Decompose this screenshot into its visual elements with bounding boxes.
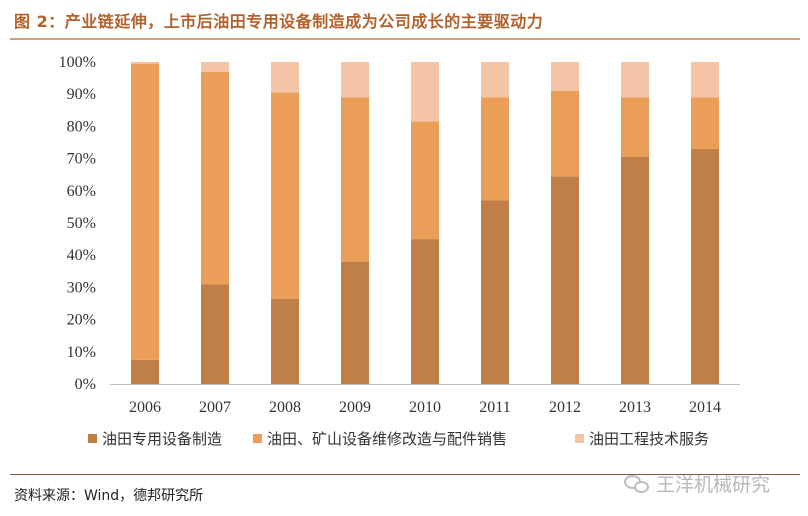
chart-title: 图 2：产业链延伸，上市后油田专用设备制造成为公司成长的主要驱动力 xyxy=(14,12,544,31)
bar-segment xyxy=(621,97,649,157)
y-tick-label: 100% xyxy=(59,54,96,71)
x-tick-label: 2011 xyxy=(479,399,510,416)
bar-segment xyxy=(411,121,439,240)
y-tick-label: 40% xyxy=(67,247,96,264)
bar-segment xyxy=(691,148,719,384)
y-tick-label: 10% xyxy=(67,344,96,361)
x-tick-label: 2012 xyxy=(549,399,581,416)
legend-swatch xyxy=(88,434,97,443)
bar-segment xyxy=(201,284,229,384)
bar-segment xyxy=(131,62,159,64)
bar-segment xyxy=(271,62,299,93)
bar-segment xyxy=(621,62,649,98)
bar-segment xyxy=(341,62,369,98)
bar-segment xyxy=(411,62,439,122)
x-tick-label: 2008 xyxy=(269,399,301,416)
bar-segment xyxy=(341,97,369,262)
watermark: 王洋机械研究 xyxy=(624,470,770,497)
bar-segment xyxy=(131,63,159,360)
watermark-text: 王洋机械研究 xyxy=(656,474,771,496)
bar-segment xyxy=(131,359,159,384)
y-tick-label: 90% xyxy=(67,86,96,103)
x-tick-label: 2006 xyxy=(129,399,161,416)
y-tick-label: 70% xyxy=(67,151,96,168)
y-tick-label: 30% xyxy=(67,279,96,296)
x-tick-label: 2010 xyxy=(409,399,441,416)
x-tick-label: 2014 xyxy=(689,399,721,416)
legend-swatch xyxy=(253,434,262,443)
stacked-bar-chart: 0% 10% 20% 30% 40% 50% 60% 70% 80% 90% 100% 2006 200… xyxy=(59,54,740,448)
bar-segment xyxy=(551,62,579,91)
y-tick-label: 80% xyxy=(67,118,96,135)
wechat-icon xyxy=(624,473,650,495)
bar-segment xyxy=(551,176,579,384)
title-divider xyxy=(10,38,800,40)
source-note: 资料来源：Wind，德邦研究所 xyxy=(14,488,204,504)
bar-segment xyxy=(411,239,439,384)
bar-segment xyxy=(481,200,509,384)
x-tick-label: 2007 xyxy=(199,399,231,416)
y-tick-label: 50% xyxy=(67,215,96,232)
y-tick-label: 0% xyxy=(75,376,96,393)
bar-segment xyxy=(621,156,649,384)
y-tick-label: 20% xyxy=(67,312,96,329)
bar-segment xyxy=(201,62,229,72)
x-tick-label: 2013 xyxy=(619,399,651,416)
bar-segment xyxy=(481,62,509,98)
bar-segment xyxy=(271,92,299,299)
legend-label: 油田、矿山设备维修改造与配件销售 xyxy=(267,430,507,448)
bar-segment xyxy=(691,97,719,149)
bar-segment xyxy=(271,298,299,384)
bar-segment xyxy=(691,62,719,98)
legend-label: 油田专用设备制造 xyxy=(102,430,222,448)
bar-segment xyxy=(341,261,369,384)
legend-swatch xyxy=(575,434,584,443)
y-tick-label: 60% xyxy=(67,183,96,200)
bar-segment xyxy=(551,90,579,177)
bar-segment xyxy=(201,71,229,285)
legend-label: 油田工程技术服务 xyxy=(589,430,709,448)
bar-segment xyxy=(481,97,509,201)
footer-divider xyxy=(10,474,800,475)
x-tick-label: 2009 xyxy=(339,399,371,416)
